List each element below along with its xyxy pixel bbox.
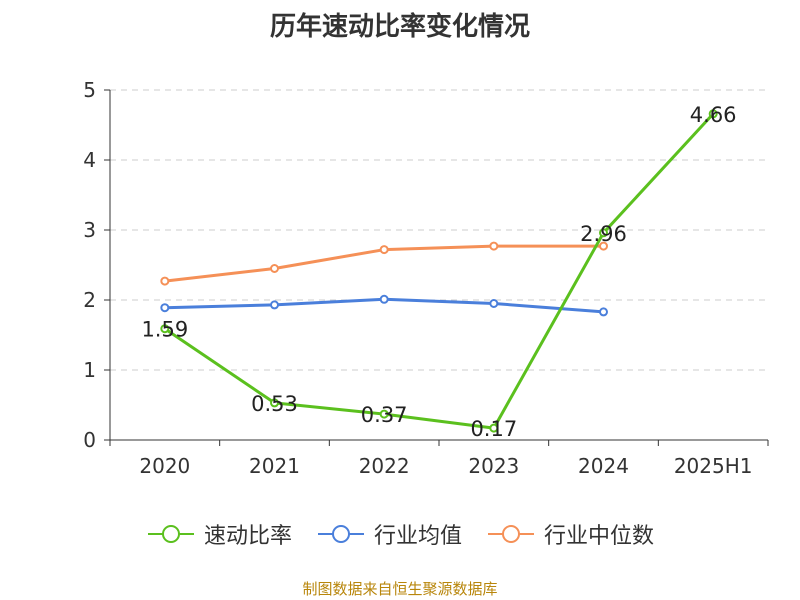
data-point <box>270 300 279 310</box>
legend-item[interactable]: 行业均值 <box>316 518 462 550</box>
legend-label: 行业均值 <box>373 524 462 549</box>
x-tick-label: 2024 <box>578 454 629 478</box>
data-label: 0.53 <box>251 392 298 416</box>
x-tick-label: 2023 <box>468 454 519 478</box>
axes: 0 1 2 3 4 5 2020 2021 2022 2023 2024 2025H1 <box>83 78 769 478</box>
legend-marker-icon <box>488 525 534 543</box>
y-tick-label: 1 <box>83 358 96 382</box>
data-point <box>379 245 389 255</box>
data-point <box>489 241 499 251</box>
data-point <box>599 228 608 238</box>
x-tick-label: 2022 <box>359 454 410 478</box>
data-point <box>489 423 499 433</box>
x-tick-label: 2021 <box>249 454 300 478</box>
legend-marker-icon <box>317 525 364 543</box>
legend-item[interactable]: 行业中位数 <box>486 518 654 550</box>
data-label: 2.96 <box>580 222 627 246</box>
y-tick-label: 5 <box>83 78 96 102</box>
data-label: 0.17 <box>470 417 517 441</box>
data-point <box>270 398 279 408</box>
legend-item[interactable]: 速动比率 <box>146 518 292 550</box>
legend-label: 行业中位数 <box>544 524 655 549</box>
data-point <box>379 409 389 419</box>
data-point <box>160 303 170 313</box>
y-tick-label: 2 <box>83 288 96 312</box>
legend-marker-icon <box>147 525 194 543</box>
series-lines <box>160 109 718 433</box>
data-point <box>599 241 608 251</box>
legend: 速动比率 行业均值 行业中位数 <box>0 518 800 550</box>
y-tick-label: 3 <box>83 218 96 242</box>
legend-label: 速动比率 <box>203 524 292 549</box>
data-point <box>160 324 170 334</box>
source-note: 制图数据来自恒生聚源数据库 <box>302 580 498 598</box>
data-point <box>708 109 718 119</box>
data-labels: 1.59 0.53 0.37 0.17 2.96 4.66 <box>141 103 736 441</box>
data-label: 1.59 <box>141 318 188 342</box>
gridlines <box>110 89 768 371</box>
data-label: 4.66 <box>690 103 737 127</box>
y-tick-label: 0 <box>83 428 96 452</box>
chart-title: 历年速动比率变化情况 <box>269 12 530 42</box>
data-point <box>270 264 279 273</box>
x-tick-label: 2020 <box>139 454 190 478</box>
data-label: 0.37 <box>361 403 408 427</box>
data-point <box>160 276 170 286</box>
y-tick-label: 4 <box>83 148 96 172</box>
x-tick-label: 2025H1 <box>674 454 753 478</box>
data-point <box>489 299 499 308</box>
series-line <box>163 112 715 430</box>
data-point <box>379 294 389 304</box>
data-point <box>599 307 608 317</box>
